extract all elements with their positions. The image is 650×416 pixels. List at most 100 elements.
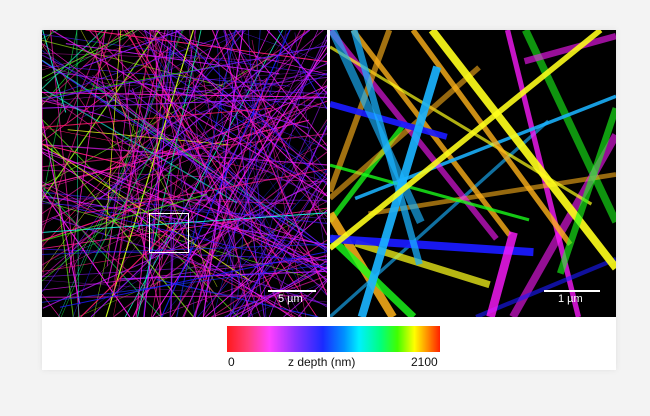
filament <box>51 30 327 197</box>
microscopy-image-zoom: 1 µm <box>330 30 616 317</box>
filament <box>42 62 327 226</box>
filament <box>67 129 230 146</box>
filament <box>42 143 136 168</box>
filament <box>211 239 327 317</box>
microscopy-image-overview: 5 µm <box>42 30 327 317</box>
filament <box>42 200 327 248</box>
filament <box>78 30 244 120</box>
filament <box>522 30 616 224</box>
filament <box>224 30 288 179</box>
filament <box>475 257 616 317</box>
filament <box>160 30 291 317</box>
filament <box>238 260 327 317</box>
filament <box>42 119 310 187</box>
filament <box>76 30 79 317</box>
filament <box>42 30 114 234</box>
filament <box>42 263 327 303</box>
filament <box>79 133 327 317</box>
filament <box>243 89 327 95</box>
filament <box>213 30 287 317</box>
filament <box>166 30 195 317</box>
filament <box>42 143 252 282</box>
filament <box>42 195 327 246</box>
filament <box>42 30 58 40</box>
colorbar <box>227 326 440 352</box>
filament <box>42 30 54 49</box>
filament <box>42 294 61 317</box>
filament <box>109 180 327 263</box>
filament <box>42 193 208 242</box>
filament <box>226 232 299 317</box>
filament <box>105 196 296 205</box>
filament <box>148 30 217 317</box>
filament <box>133 67 229 317</box>
filament <box>235 30 327 147</box>
filament <box>107 30 172 88</box>
filament <box>51 71 327 109</box>
filament <box>294 32 327 269</box>
filament <box>330 119 550 317</box>
filament <box>222 30 302 238</box>
filament <box>42 178 327 309</box>
filament <box>266 30 327 94</box>
filament <box>116 117 297 237</box>
filament <box>50 147 74 317</box>
filament <box>155 254 327 317</box>
filament <box>247 182 327 317</box>
filament <box>126 30 186 153</box>
filament <box>220 128 294 317</box>
filament <box>43 88 238 204</box>
filament <box>42 279 327 303</box>
filament <box>42 30 78 202</box>
filament <box>42 96 327 109</box>
filament <box>113 30 152 296</box>
scale-label: 5 µm <box>278 293 303 305</box>
filament <box>43 191 327 225</box>
scale-bar <box>544 290 600 292</box>
filament <box>132 87 266 317</box>
filament <box>135 46 169 317</box>
filament <box>42 64 222 99</box>
filament <box>176 30 236 317</box>
filament <box>205 30 302 206</box>
filament <box>183 94 327 149</box>
filament <box>136 72 327 181</box>
filament <box>49 30 80 317</box>
filament <box>124 63 327 143</box>
filament <box>42 151 327 248</box>
filament <box>92 142 158 263</box>
filament <box>42 243 327 255</box>
filament <box>193 30 250 317</box>
filament <box>428 30 616 271</box>
filament <box>105 30 122 237</box>
filament <box>98 30 311 200</box>
filament <box>92 75 327 281</box>
filament <box>42 92 327 98</box>
filament <box>105 30 194 317</box>
filament <box>42 164 179 282</box>
filament <box>350 30 423 266</box>
filament <box>410 30 573 246</box>
filament <box>42 185 296 317</box>
filament <box>80 222 178 317</box>
filament <box>189 30 202 196</box>
filament <box>175 30 327 151</box>
filament <box>330 30 603 251</box>
filament <box>42 295 308 298</box>
filament <box>227 173 327 317</box>
filament <box>246 222 302 317</box>
filament <box>113 221 237 296</box>
filament <box>486 231 518 317</box>
filament <box>523 32 616 65</box>
filament <box>278 30 327 110</box>
filament <box>330 163 530 222</box>
filament <box>94 30 126 118</box>
filament <box>60 30 184 317</box>
filament <box>202 119 327 317</box>
filament <box>330 100 448 140</box>
filament <box>143 30 254 317</box>
filament <box>42 91 327 291</box>
filament <box>150 30 327 75</box>
filament <box>175 30 327 186</box>
filament <box>218 201 327 260</box>
